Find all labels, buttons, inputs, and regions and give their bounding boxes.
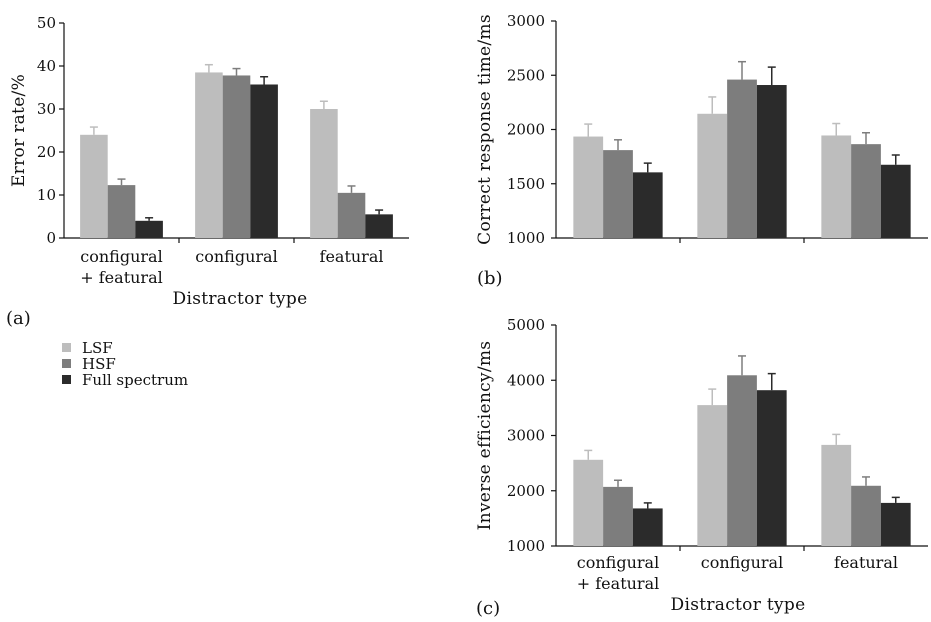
bar-full-spectrum <box>880 164 911 238</box>
bar-hsf <box>851 144 881 238</box>
x-category-label: + featural <box>577 574 659 593</box>
x-category-label: + featural <box>80 268 162 287</box>
y-tick-label: 0 <box>46 229 56 247</box>
legend-item-full-spectrum: Full spectrum <box>62 371 188 389</box>
bar-lsf <box>697 405 728 546</box>
legend-label-lsf: LSF <box>82 339 113 357</box>
chart-panel-b: 1000 1500 2000 2500 3000 Correct response tim… <box>475 12 928 289</box>
legend-swatch-hsf <box>62 359 71 368</box>
bar-hsf <box>727 79 757 238</box>
x-category-label: configural <box>577 553 659 572</box>
y-tick-label: 5000 <box>507 316 545 334</box>
bar-full-spectrum <box>135 220 163 238</box>
y-tick-label: 2500 <box>507 66 545 84</box>
x-category-label: configural <box>195 247 277 266</box>
y-tick-label: 1500 <box>507 175 545 193</box>
y-axis-title: Error rate/% <box>9 74 29 187</box>
panel-label-b: (b) <box>477 268 503 289</box>
panel-label-a: (a) <box>6 308 31 329</box>
x-category-label: featural <box>834 553 898 572</box>
bar-full-spectrum <box>880 502 911 546</box>
legend-item-lsf: LSF <box>62 339 113 357</box>
legend-label-full-spectrum: Full spectrum <box>82 371 188 389</box>
bar-hsf <box>107 185 136 238</box>
x-category-label: featural <box>320 247 384 266</box>
y-tick-label: 1000 <box>507 537 545 555</box>
bar-full-spectrum <box>756 85 787 238</box>
legend-item-hsf: HSF <box>62 355 116 373</box>
y-axis-title: Correct response time/ms <box>475 14 495 245</box>
legend-swatch-lsf <box>62 343 71 352</box>
bar-lsf <box>573 459 604 546</box>
bar-lsf <box>195 72 223 238</box>
bar-hsf <box>851 485 881 546</box>
legend: LSF HSF Full spectrum <box>62 339 188 389</box>
bar-lsf <box>80 134 108 238</box>
y-tick-label: 2000 <box>507 482 545 500</box>
bar-lsf <box>310 109 338 238</box>
y-tick-label: 40 <box>37 57 56 75</box>
y-tick-label: 30 <box>37 100 56 118</box>
x-category-label: configural <box>701 553 783 572</box>
chart-panel-c: 1000 2000 3000 4000 5000 configural + featural… <box>475 316 928 619</box>
bar-hsf <box>603 486 633 546</box>
bar-lsf <box>573 136 604 238</box>
chart-panel-a: 0 10 20 30 40 50 configural + featural configura… <box>6 14 409 329</box>
x-axis-title: Distractor type <box>173 289 308 309</box>
bar-hsf <box>727 375 757 546</box>
y-tick-label: 3000 <box>507 12 545 30</box>
charts-layer: 0 10 20 30 40 50 configural + featural configura… <box>6 12 928 619</box>
x-axis-title: Distractor type <box>671 595 806 615</box>
y-tick-label: 2000 <box>507 121 545 139</box>
panel-label-c: (c) <box>476 598 500 619</box>
y-axis-title: Inverse efficiency/ms <box>475 341 495 531</box>
bar-full-spectrum <box>756 390 787 546</box>
bar-lsf <box>821 135 852 238</box>
x-category-label: configural <box>80 247 162 266</box>
bar-full-spectrum <box>365 214 393 238</box>
y-tick-label: 1000 <box>507 229 545 247</box>
bar-lsf <box>697 113 728 238</box>
legend-swatch-full-spectrum <box>62 375 71 384</box>
y-tick-label: 50 <box>37 14 56 32</box>
bar-hsf <box>603 150 633 238</box>
bar-full-spectrum <box>250 84 278 239</box>
y-tick-label: 3000 <box>507 427 545 445</box>
legend-label-hsf: HSF <box>82 355 116 373</box>
bar-full-spectrum <box>632 172 663 238</box>
bar-lsf <box>821 444 852 546</box>
bar-full-spectrum <box>632 508 663 546</box>
y-tick-label: 10 <box>37 186 56 204</box>
bar-hsf <box>337 192 366 238</box>
y-tick-label: 4000 <box>507 371 545 389</box>
y-tick-label: 20 <box>37 143 56 161</box>
bar-hsf <box>222 75 251 239</box>
